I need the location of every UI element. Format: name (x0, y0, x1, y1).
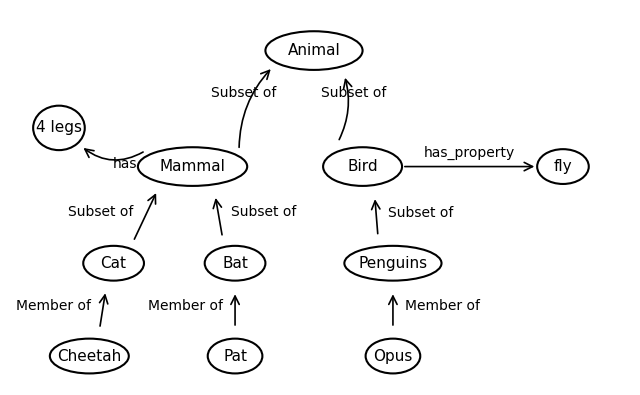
FancyArrowPatch shape (239, 70, 269, 147)
Text: Subset of: Subset of (231, 205, 296, 220)
Text: Pat: Pat (223, 348, 247, 363)
Text: Opus: Opus (373, 348, 413, 363)
Text: Mammal: Mammal (159, 159, 225, 174)
Text: Bat: Bat (222, 256, 248, 271)
Text: has: has (113, 157, 138, 171)
Text: Cheetah: Cheetah (57, 348, 122, 363)
Text: Member of: Member of (15, 299, 90, 313)
FancyArrowPatch shape (85, 149, 143, 160)
Text: Subset of: Subset of (68, 205, 133, 219)
Text: Member of: Member of (148, 299, 223, 313)
Text: Subset of: Subset of (388, 205, 454, 220)
Text: Cat: Cat (100, 256, 127, 271)
Text: Subset of: Subset of (211, 86, 276, 100)
Text: Subset of: Subset of (321, 86, 386, 100)
Text: has_property: has_property (424, 146, 515, 160)
Text: Penguins: Penguins (358, 256, 428, 271)
FancyArrowPatch shape (339, 79, 352, 139)
Text: Animal: Animal (287, 43, 340, 58)
Text: 4 legs: 4 legs (36, 120, 82, 135)
Text: Member of: Member of (405, 299, 480, 313)
Text: Bird: Bird (348, 159, 378, 174)
Text: fly: fly (554, 159, 572, 174)
